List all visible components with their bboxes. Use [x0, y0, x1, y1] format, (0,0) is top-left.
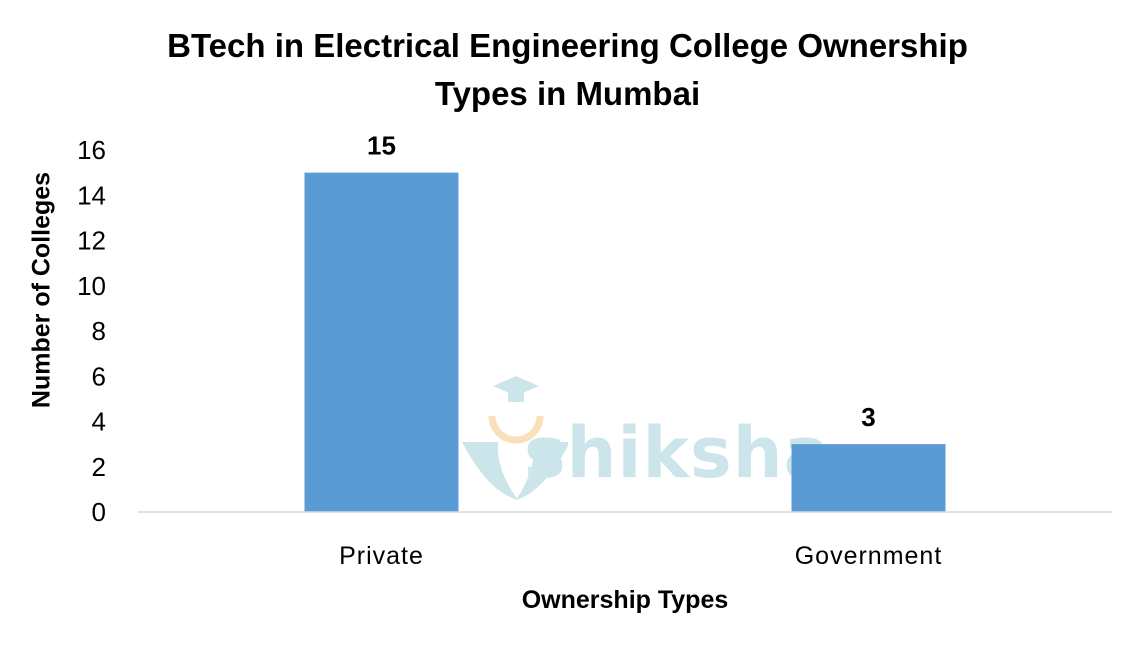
bar-private — [304, 172, 459, 512]
x-tick-label: Private — [339, 542, 424, 570]
y-axis-label: Number of Colleges — [27, 171, 56, 409]
bars — [304, 172, 946, 512]
y-tick-label: 6 — [92, 361, 106, 391]
y-tick-label: 4 — [92, 407, 106, 437]
shiksha-watermark: shiksha — [458, 372, 831, 507]
y-tick-label: 16 — [77, 135, 106, 165]
y-tick-label: 0 — [92, 497, 106, 527]
y-tick-label: 10 — [77, 271, 106, 301]
chart-title-line-2: Types in Mumbai — [434, 75, 701, 112]
chart-title: BTech in Electrical Engineering College … — [0, 22, 1135, 118]
x-axis-ticks: Private Government — [339, 542, 943, 570]
data-label: 15 — [367, 131, 396, 161]
x-axis-label: Ownership Types — [521, 586, 729, 614]
watermark-text: shiksha — [524, 412, 832, 494]
data-label: 3 — [861, 402, 875, 432]
y-tick-label: 2 — [92, 452, 106, 482]
y-tick-label: 12 — [77, 226, 106, 256]
data-labels: 15 3 — [367, 131, 876, 433]
chart-title-line-1: BTech in Electrical Engineering College … — [167, 27, 968, 64]
graduation-cap-logo-icon — [462, 376, 570, 500]
y-tick-label: 8 — [92, 316, 106, 346]
y-axis-ticks: 0 2 4 6 8 10 12 14 16 — [77, 135, 106, 527]
y-tick-label: 14 — [77, 180, 106, 210]
y-axis-label-wrap: Number of Colleges — [22, 140, 62, 440]
x-tick-label: Government — [795, 542, 943, 570]
bar-government — [791, 444, 946, 512]
